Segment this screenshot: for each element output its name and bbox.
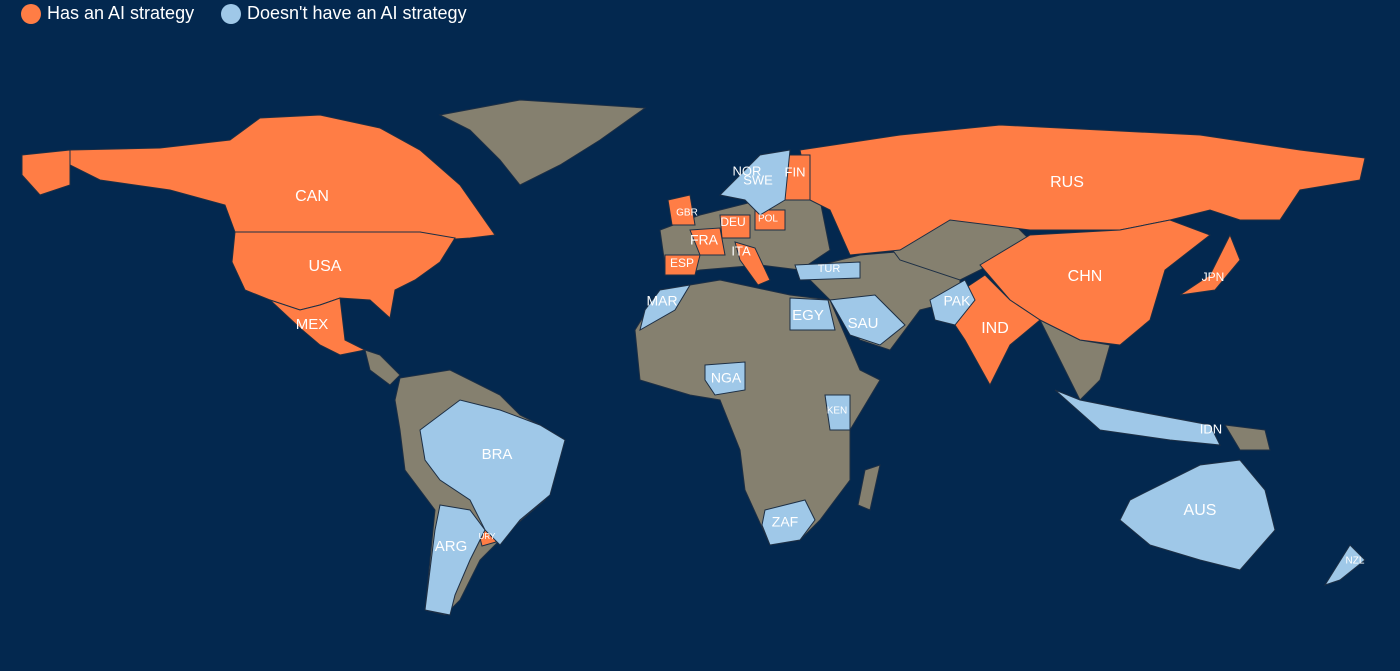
argentina bbox=[424, 504, 486, 616]
new-zealand bbox=[1323, 544, 1366, 586]
japan bbox=[1179, 233, 1241, 296]
country-label: SAU bbox=[848, 315, 879, 332]
new-guinea bbox=[1224, 424, 1271, 451]
legend-label: Doesn't have an AI strategy bbox=[247, 3, 467, 23]
south-africa bbox=[761, 499, 816, 546]
country-label: FRA bbox=[690, 232, 719, 248]
kenya bbox=[824, 394, 851, 431]
nigeria bbox=[704, 361, 746, 396]
australia bbox=[1119, 459, 1276, 571]
mexico bbox=[269, 297, 367, 356]
canada bbox=[69, 114, 496, 241]
france bbox=[689, 227, 726, 256]
country-label: AUS bbox=[1184, 502, 1217, 519]
legend-label: Has an AI strategy bbox=[47, 3, 194, 23]
country-label: RUS bbox=[1050, 174, 1084, 191]
country-label: NZL bbox=[1346, 556, 1365, 567]
country-label: IDN bbox=[1200, 421, 1222, 436]
country-label: ESP bbox=[670, 256, 694, 270]
central-america bbox=[364, 349, 401, 386]
india bbox=[954, 274, 1041, 387]
country-label: KEN bbox=[827, 406, 848, 417]
turkey bbox=[794, 261, 861, 281]
country-label: NGA bbox=[711, 370, 742, 386]
usa bbox=[231, 231, 456, 319]
country-label: POL bbox=[758, 214, 778, 225]
country-label: IND bbox=[981, 320, 1009, 337]
country-label: USA bbox=[309, 258, 342, 275]
alaska bbox=[21, 149, 71, 196]
country-label: FIN bbox=[785, 164, 806, 179]
legend-swatch bbox=[21, 4, 41, 24]
pakistan bbox=[929, 279, 976, 326]
country-label: DEU bbox=[720, 215, 745, 229]
country-label: ZAF bbox=[772, 514, 798, 530]
country-label: NOR bbox=[733, 163, 762, 178]
poland bbox=[754, 209, 786, 231]
country-label: URY bbox=[479, 532, 496, 541]
country-label: PAK bbox=[944, 293, 972, 309]
saudi-arabia bbox=[829, 294, 906, 346]
morocco bbox=[639, 284, 691, 332]
country-label: SWE bbox=[743, 172, 773, 187]
country-label: MAR bbox=[646, 293, 677, 309]
spain bbox=[664, 254, 701, 276]
uk bbox=[667, 194, 696, 226]
germany bbox=[719, 214, 751, 239]
country-label: CHN bbox=[1068, 268, 1103, 285]
greenland bbox=[438, 99, 647, 186]
country-label: BRA bbox=[482, 446, 513, 463]
country-label: GBR bbox=[676, 208, 698, 219]
brazil bbox=[419, 399, 566, 546]
africa bbox=[634, 279, 881, 546]
russia bbox=[799, 124, 1366, 256]
country-label: CAN bbox=[295, 188, 329, 205]
country-label: TUR bbox=[818, 263, 841, 275]
country-label: MEX bbox=[296, 316, 329, 333]
egypt bbox=[789, 297, 836, 331]
italy bbox=[734, 241, 771, 286]
country-label: EGY bbox=[792, 307, 824, 324]
scandinavia bbox=[718, 149, 791, 216]
madagascar bbox=[857, 464, 881, 511]
country-label: ITA bbox=[731, 243, 751, 258]
legend: Has an AI strategy Doesn't have an AI str… bbox=[21, 3, 467, 24]
country-label: JPN bbox=[1202, 270, 1225, 284]
indonesia bbox=[1054, 389, 1221, 446]
country-label: ARG bbox=[435, 538, 468, 555]
legend-swatch bbox=[221, 4, 241, 24]
